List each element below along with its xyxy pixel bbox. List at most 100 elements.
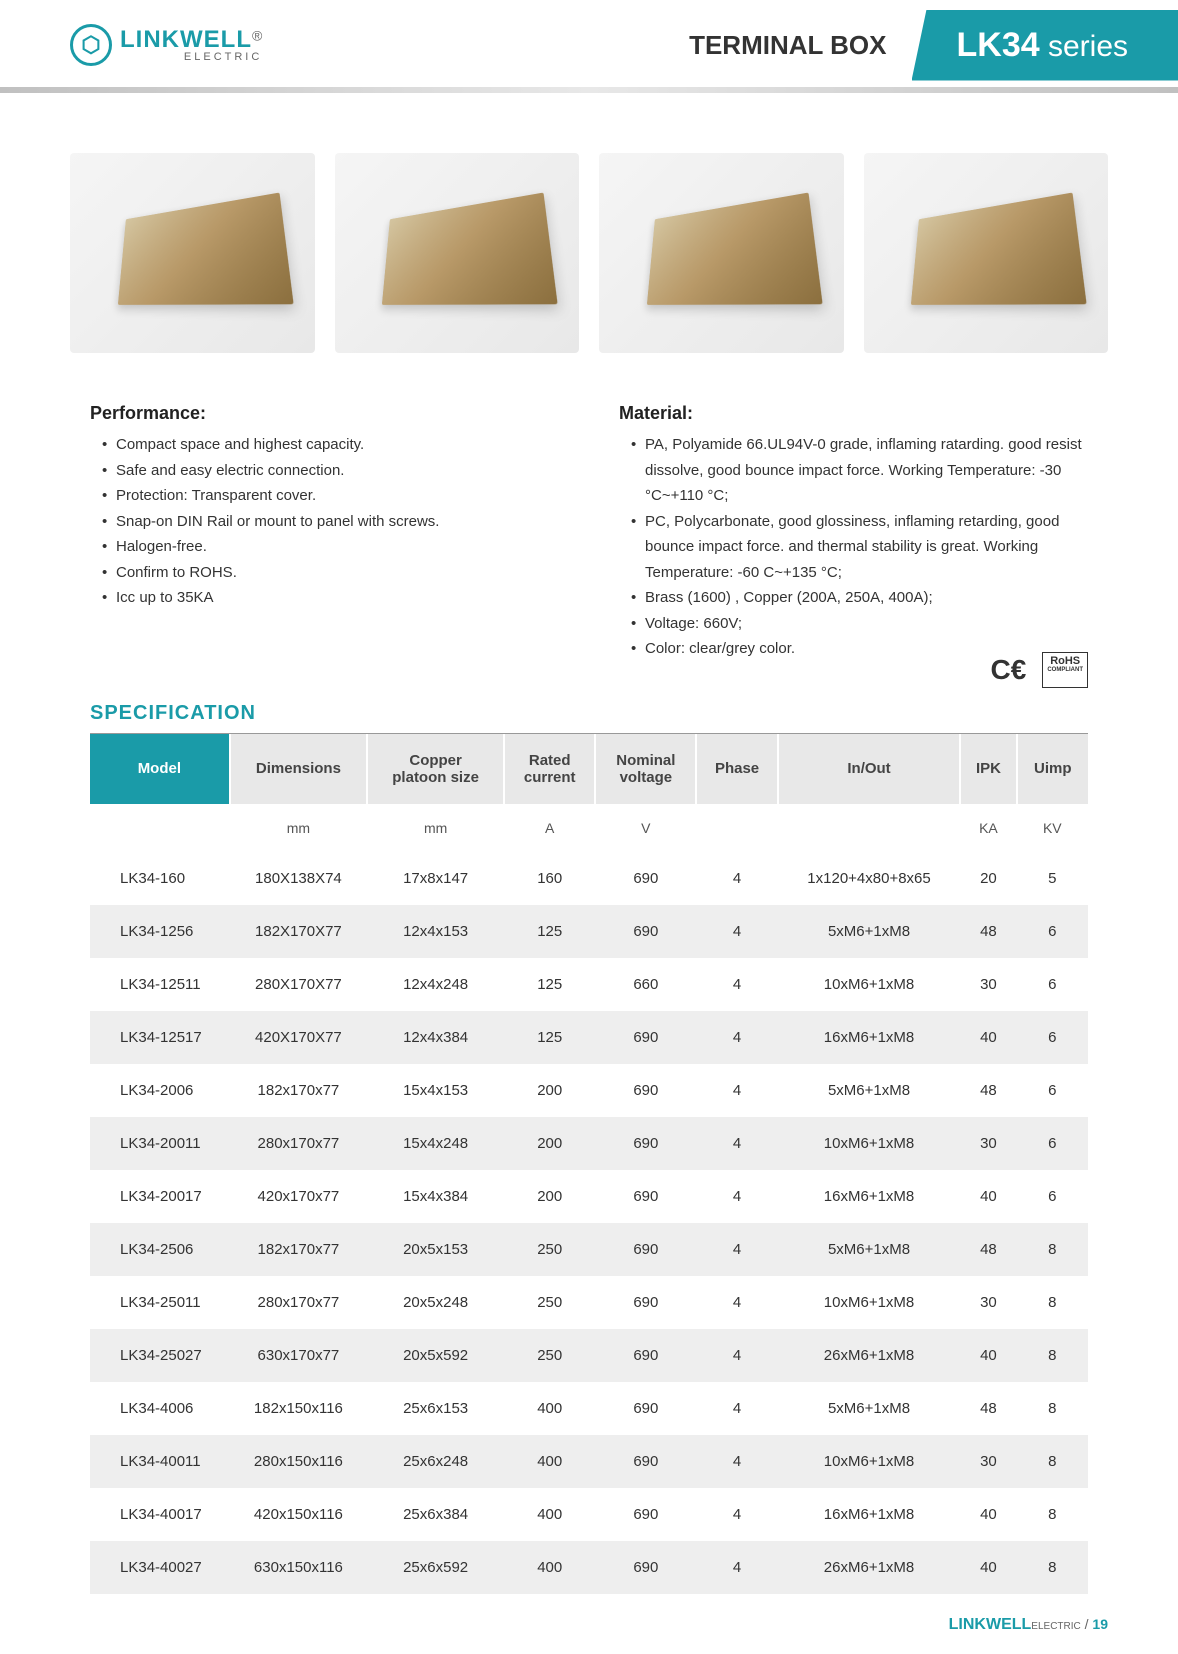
series-suffix: series bbox=[1040, 30, 1128, 63]
table-cell: 4 bbox=[696, 958, 777, 1011]
table-cell: 200 bbox=[504, 1170, 595, 1223]
product-image-3 bbox=[599, 153, 844, 353]
table-cell: LK34-20017 bbox=[90, 1170, 230, 1223]
table-cell: 182x150x116 bbox=[230, 1382, 367, 1435]
table-cell: 250 bbox=[504, 1329, 595, 1382]
table-cell: 10xM6+1xM8 bbox=[778, 958, 961, 1011]
table-cell: 8 bbox=[1017, 1276, 1088, 1329]
rohs-sub: COMPLIANT bbox=[1047, 667, 1083, 673]
table-cell: 6 bbox=[1017, 1117, 1088, 1170]
table-cell: LK34-2506 bbox=[90, 1223, 230, 1276]
table-cell: 690 bbox=[595, 1170, 696, 1223]
table-cell: 16xM6+1xM8 bbox=[778, 1488, 961, 1541]
table-cell: 4 bbox=[696, 1117, 777, 1170]
material-item: PC, Polycarbonate, good glossiness, infl… bbox=[631, 509, 1088, 586]
table-cell: 26xM6+1xM8 bbox=[778, 1329, 961, 1382]
table-cell: 6 bbox=[1017, 1064, 1088, 1117]
performance-item: Safe and easy electric connection. bbox=[102, 458, 559, 484]
table-cell: 125 bbox=[504, 905, 595, 958]
table-cell: 630x170x77 bbox=[230, 1329, 367, 1382]
table-cell: 8 bbox=[1017, 1329, 1088, 1382]
table-row: LK34-12511280X170X7712x4x248125660410xM6… bbox=[90, 958, 1088, 1011]
performance-list: Compact space and highest capacity.Safe … bbox=[90, 432, 559, 611]
table-cell: LK34-12511 bbox=[90, 958, 230, 1011]
table-row: LK34-40017420x150x11625x6x384400690416xM… bbox=[90, 1488, 1088, 1541]
material-item: Voltage: 660V; bbox=[631, 611, 1088, 637]
table-cell: 690 bbox=[595, 1064, 696, 1117]
table-cell: 10xM6+1xM8 bbox=[778, 1117, 961, 1170]
table-cell: 280x150x116 bbox=[230, 1435, 367, 1488]
table-cell: 6 bbox=[1017, 958, 1088, 1011]
table-cell: 4 bbox=[696, 1541, 777, 1594]
table-row: LK34-12517420X170X7712x4x384125690416xM6… bbox=[90, 1011, 1088, 1064]
table-cell: LK34-160 bbox=[90, 852, 230, 905]
table-cell: 280x170x77 bbox=[230, 1276, 367, 1329]
table-cell: 48 bbox=[960, 1223, 1016, 1276]
material-title: Material: bbox=[619, 403, 1088, 424]
table-header-cell: Nominalvoltage bbox=[595, 734, 696, 804]
category-label: TERMINAL BOX bbox=[689, 30, 886, 61]
table-cell: 4 bbox=[696, 852, 777, 905]
page-number: 19 bbox=[1092, 1616, 1108, 1632]
table-header-cell: Dimensions bbox=[230, 734, 367, 804]
table-cell: 280X170X77 bbox=[230, 958, 367, 1011]
table-cell: 182X170X77 bbox=[230, 905, 367, 958]
table-cell: 15x4x384 bbox=[367, 1170, 504, 1223]
material-list: PA, Polyamide 66.UL94V-0 grade, inflamin… bbox=[619, 432, 1088, 662]
table-cell: 8 bbox=[1017, 1541, 1088, 1594]
table-cell: 16xM6+1xM8 bbox=[778, 1170, 961, 1223]
table-cell: 4 bbox=[696, 1276, 777, 1329]
table-cell: 690 bbox=[595, 905, 696, 958]
table-cell: 690 bbox=[595, 1223, 696, 1276]
table-cell: 4 bbox=[696, 1223, 777, 1276]
material-item: PA, Polyamide 66.UL94V-0 grade, inflamin… bbox=[631, 432, 1088, 509]
brand-logo: ⬡ LINKWELL® ELECTRIC bbox=[0, 24, 262, 66]
table-cell: 30 bbox=[960, 1435, 1016, 1488]
table-cell: LK34-25027 bbox=[90, 1329, 230, 1382]
table-row: LK34-25011280x170x7720x5x248250690410xM6… bbox=[90, 1276, 1088, 1329]
footer-sep: / bbox=[1081, 1616, 1093, 1632]
table-cell: 25x6x248 bbox=[367, 1435, 504, 1488]
table-cell: 125 bbox=[504, 1011, 595, 1064]
logo-text: LINKWELL® ELECTRIC bbox=[120, 28, 262, 63]
table-cell: 1x120+4x80+8x65 bbox=[778, 852, 961, 905]
table-cell: 8 bbox=[1017, 1382, 1088, 1435]
table-header-cell: In/Out bbox=[778, 734, 961, 804]
table-cell: 182x170x77 bbox=[230, 1223, 367, 1276]
table-cell: 4 bbox=[696, 1329, 777, 1382]
table-cell: 5xM6+1xM8 bbox=[778, 1382, 961, 1435]
performance-item: Snap-on DIN Rail or mount to panel with … bbox=[102, 509, 559, 535]
table-cell: 20 bbox=[960, 852, 1016, 905]
table-unit-cell bbox=[696, 804, 777, 852]
table-cell: 30 bbox=[960, 958, 1016, 1011]
table-units-row: mmmmAVKAKV bbox=[90, 804, 1088, 852]
table-cell: 16xM6+1xM8 bbox=[778, 1011, 961, 1064]
table-header-cell: Ratedcurrent bbox=[504, 734, 595, 804]
table-cell: 180X138X74 bbox=[230, 852, 367, 905]
table-cell: 40 bbox=[960, 1329, 1016, 1382]
table-unit-cell: mm bbox=[367, 804, 504, 852]
table-cell: 10xM6+1xM8 bbox=[778, 1276, 961, 1329]
rohs-label: RoHS bbox=[1050, 656, 1080, 667]
table-cell: LK34-40027 bbox=[90, 1541, 230, 1594]
table-cell: 26xM6+1xM8 bbox=[778, 1541, 961, 1594]
table-cell: 250 bbox=[504, 1223, 595, 1276]
table-cell: 280x170x77 bbox=[230, 1117, 367, 1170]
table-cell: 10xM6+1xM8 bbox=[778, 1435, 961, 1488]
table-cell: 15x4x153 bbox=[367, 1064, 504, 1117]
table-cell: 20x5x248 bbox=[367, 1276, 504, 1329]
table-body: mmmmAVKAKVLK34-160180X138X7417x8x1471606… bbox=[90, 804, 1088, 1594]
product-image-2 bbox=[335, 153, 580, 353]
title-section: TERMINAL BOX LK34 series bbox=[689, 0, 1178, 90]
table-row: LK34-20011280x170x7715x4x248200690410xM6… bbox=[90, 1117, 1088, 1170]
spec-heading: SPECIFICATION bbox=[70, 702, 1108, 725]
reg-mark: ® bbox=[252, 27, 262, 43]
table-cell: 20x5x153 bbox=[367, 1223, 504, 1276]
table-cell: 400 bbox=[504, 1541, 595, 1594]
series-name: LK34 bbox=[957, 26, 1040, 64]
table-cell: 4 bbox=[696, 905, 777, 958]
table-cell: 630x150x116 bbox=[230, 1541, 367, 1594]
table-row: LK34-40027630x150x11625x6x592400690426xM… bbox=[90, 1541, 1088, 1594]
table-cell: 125 bbox=[504, 958, 595, 1011]
table-cell: 40 bbox=[960, 1541, 1016, 1594]
